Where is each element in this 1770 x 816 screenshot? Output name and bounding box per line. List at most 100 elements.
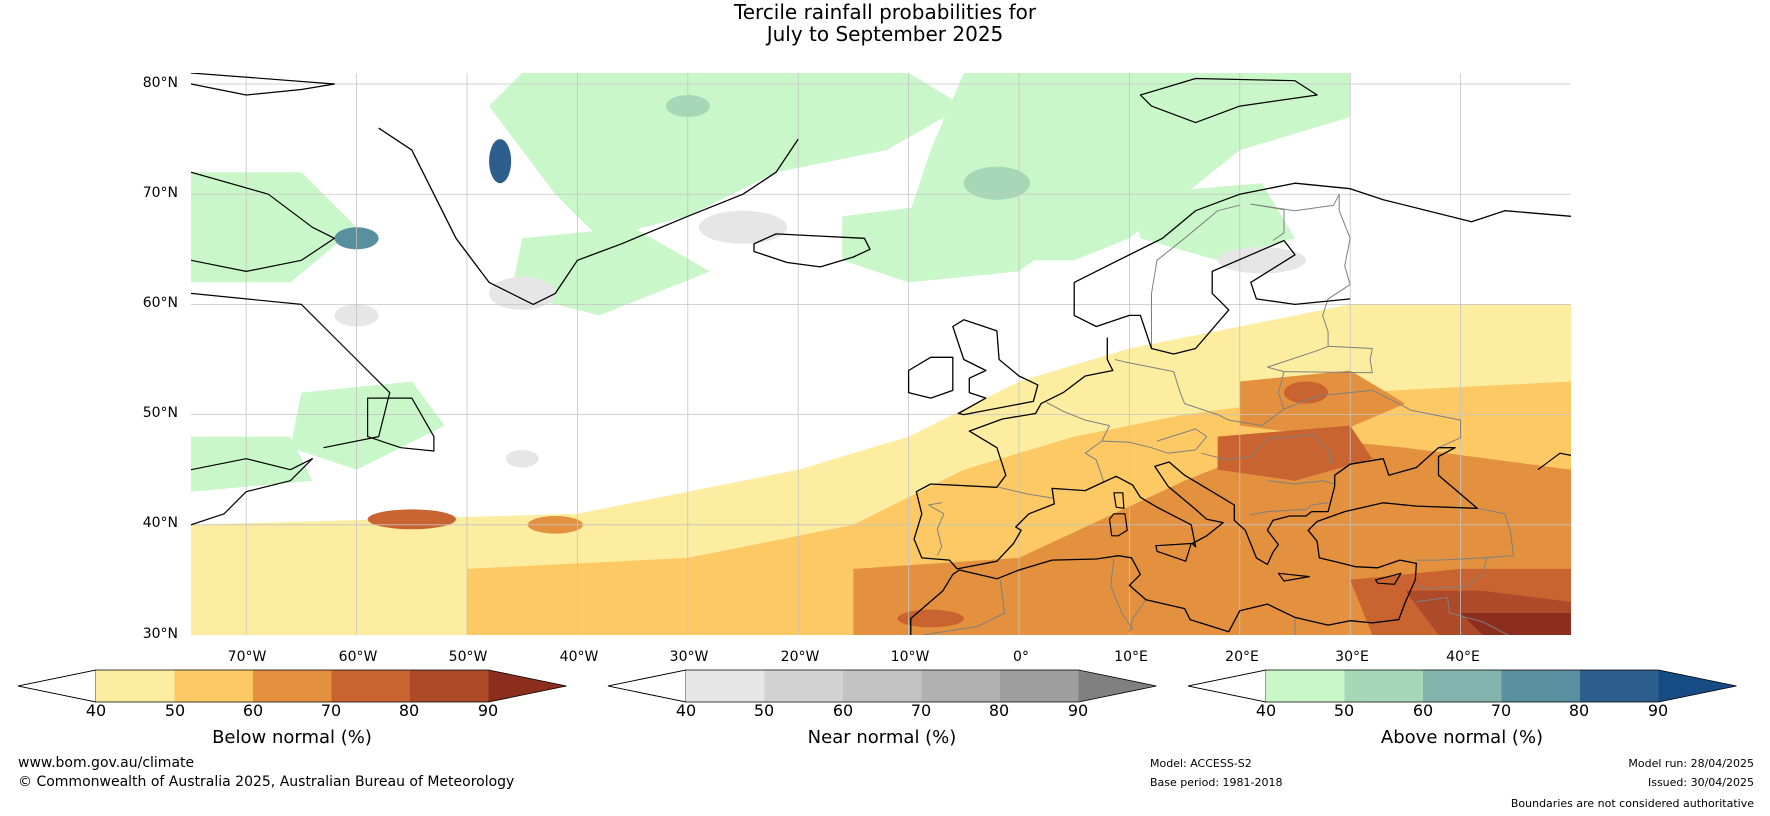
colorbar-near-tick: 40 — [675, 701, 697, 720]
colorbar-near-tick: 60 — [832, 701, 854, 720]
labrador-coastline — [191, 292, 391, 449]
colorbar-swatch — [1501, 670, 1580, 702]
footer-issued-date: Issued: 30/04/2025 — [1647, 776, 1754, 789]
lat-label-50n: 50°N — [142, 405, 178, 421]
colorbar-swatch — [1266, 670, 1345, 702]
colorbar-above-tick: 80 — [1568, 701, 1590, 720]
colorbar-near-label: Near normal (%) — [807, 727, 957, 748]
colorbar-above-tick: 60 — [1412, 701, 1434, 720]
colorbar-swatch — [764, 670, 843, 702]
lat-label-40n: 40°N — [142, 515, 178, 531]
above-normal-region — [842, 194, 1064, 283]
border-belarus — [1283, 345, 1373, 374]
below-normal-region — [1239, 370, 1406, 437]
colorbar-outline — [1187, 669, 1737, 703]
border-finland-russia — [1327, 194, 1351, 300]
lat-label-80n: 80°N — [142, 75, 178, 91]
scandinavia-coastline — [1073, 239, 1351, 355]
above-normal-patch — [963, 166, 1031, 200]
lon-label-40w: 40°W — [559, 649, 599, 665]
ellesmere-coastline — [191, 73, 336, 96]
colorbar-extend-low — [1187, 669, 1267, 703]
footer-boundary-disclaimer: Boundaries are not considered authoritat… — [1510, 797, 1754, 810]
above-normal-region — [191, 172, 357, 283]
lon-label-60w: 60°W — [338, 649, 378, 665]
below-normal-patch — [367, 509, 456, 530]
lon-label-50w: 50°W — [448, 649, 488, 665]
sardinia-coastline — [1108, 513, 1128, 537]
baffin-coastline — [191, 171, 336, 272]
colorbar-swatch — [174, 670, 253, 702]
lon-label-10e: 10°E — [1114, 649, 1148, 665]
colorbar-extend-low — [17, 669, 97, 703]
colorbar-below-tick: 50 — [164, 701, 186, 720]
colorbar-swatch — [253, 670, 332, 702]
colorbar-outline — [607, 669, 1157, 703]
border-finland-sweden — [1250, 193, 1340, 241]
above-normal-patch — [489, 139, 512, 184]
border-france-east — [1046, 402, 1110, 484]
above-normal-region — [511, 227, 710, 316]
colorbar-above-tick: 40 — [1255, 701, 1277, 720]
above-normal-region — [191, 436, 313, 492]
below-normal-patch — [897, 609, 964, 628]
colorbar-extend-high — [1658, 670, 1737, 702]
colorbar-above-tick: 90 — [1647, 701, 1669, 720]
coastline-layer — [191, 73, 1571, 635]
colorbar-above-tick: 70 — [1490, 701, 1512, 720]
footer-website-link[interactable]: www.bom.gov.au/climate — [18, 755, 195, 771]
rainfall-probability-map — [191, 73, 1571, 635]
colorbar-below-tick: 70 — [320, 701, 342, 720]
colorbar-above-normal — [1186, 668, 1738, 704]
lat-label-70n: 70°N — [142, 185, 178, 201]
colorbar-swatch — [921, 670, 1000, 702]
colorbar-below-label: Below normal (%) — [212, 727, 372, 748]
near-normal-patch — [698, 210, 788, 244]
lon-label-20e: 20°E — [1225, 649, 1259, 665]
colorbar-extend-high — [1078, 670, 1157, 702]
footer-base-period: Base period: 1981-2018 — [1150, 776, 1283, 789]
border-syria-iraq — [1415, 556, 1488, 590]
northern-europe-coastline — [1073, 182, 1571, 283]
svalbard-coastline — [1139, 77, 1318, 124]
lon-label-30e: 30°E — [1335, 649, 1369, 665]
colorbar-below-tick: 90 — [477, 701, 499, 720]
border-spain-portugal — [928, 502, 945, 556]
colorbar-near-tick: 90 — [1067, 701, 1089, 720]
colorbar-below-tick: 40 — [85, 701, 107, 720]
colorbar-swatch — [410, 670, 489, 702]
colorbar-extend-high — [488, 670, 567, 702]
lon-label-70w: 70°W — [227, 649, 267, 665]
colorbar-swatch — [1580, 670, 1659, 702]
lat-label-30n: 30°N — [142, 626, 178, 642]
map-title-line-2: July to September 2025 — [766, 22, 1004, 46]
border-danube — [1201, 433, 1331, 465]
colorbar-swatch — [96, 670, 175, 702]
map-canvas — [191, 73, 1571, 635]
colorbar-below-normal-swatches — [17, 669, 567, 703]
footer-model: Model: ACCESS-S2 — [1150, 757, 1252, 770]
border-bulgaria-romania — [1267, 480, 1335, 485]
map-title-line-1: Tercile rainfall probabilities for — [733, 0, 1037, 24]
newfoundland-coastline — [367, 397, 435, 452]
greenland-coastline — [378, 127, 799, 306]
above-normal-region — [1129, 183, 1295, 261]
above-normal-region — [489, 73, 964, 239]
colorbar-swatch — [1344, 670, 1423, 702]
caspian-coastline — [1537, 452, 1571, 471]
colorbar-swatch — [686, 670, 765, 702]
border-greece-bulgaria — [1249, 502, 1329, 516]
colorbar-near-normal-swatches — [607, 669, 1157, 703]
colorbar-swatch — [843, 670, 922, 702]
colorbar-near-tick: 50 — [753, 701, 775, 720]
colorbar-below-normal — [16, 668, 568, 704]
below-normal-region — [1217, 425, 1373, 481]
lon-label-30w: 30°W — [669, 649, 709, 665]
lon-label-20w: 20°W — [780, 649, 820, 665]
border-alps — [1101, 428, 1208, 454]
sicily-coastline — [1155, 542, 1192, 562]
border-tunisia-libya — [1128, 599, 1147, 632]
great-britain-coastline — [952, 319, 1039, 416]
colorbar-outline — [17, 669, 567, 703]
colorbar-above-label: Above normal (%) — [1380, 727, 1544, 748]
